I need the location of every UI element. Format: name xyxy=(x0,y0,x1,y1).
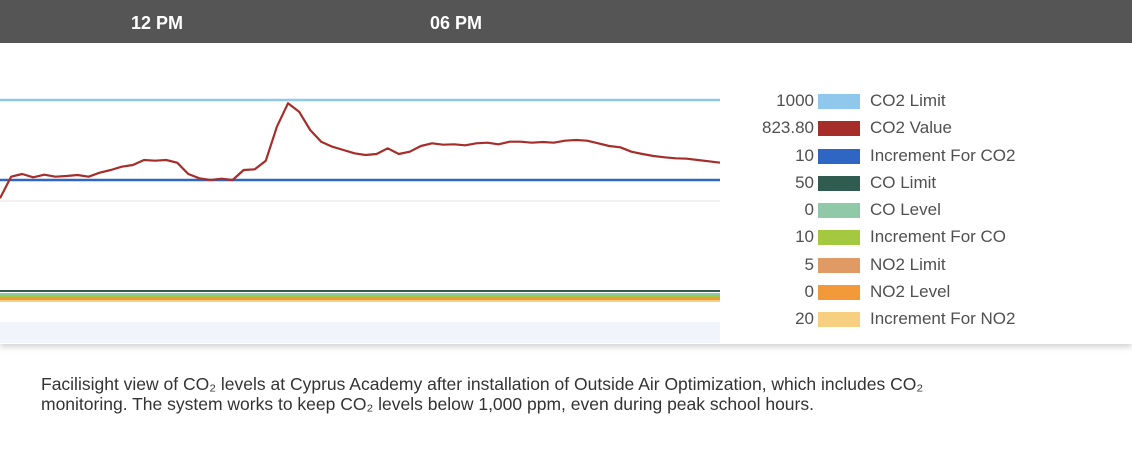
legend-item-co-limit: 50 CO Limit xyxy=(730,171,1070,198)
legend-value: 10 xyxy=(795,227,814,247)
legend-label: Increment For CO2 xyxy=(870,145,1016,165)
legend-item-increment-for-no2: 20 Increment For NO2 xyxy=(730,307,1070,334)
legend-swatch xyxy=(818,285,860,301)
legend-value: 0 xyxy=(804,282,814,302)
legend-swatch xyxy=(818,148,860,164)
legend-item-no2-limit: 5 NO2 Limit xyxy=(730,253,1070,280)
time-axis-bar: 12 PM 06 PM xyxy=(0,0,1132,43)
legend-item-no2-level: 0 NO2 Level xyxy=(730,280,1070,307)
legend-label: Increment For CO xyxy=(870,227,1007,247)
figure-caption: Facilisight view of CO₂ levels at Cyprus… xyxy=(41,374,924,414)
legend-value: 5 xyxy=(804,254,814,274)
legend-value: 823.80 xyxy=(762,118,814,138)
legend-value: 10 xyxy=(795,145,814,165)
co2-value-line xyxy=(0,102,721,199)
legend-swatch xyxy=(818,257,860,273)
time-label-06pm: 06 PM xyxy=(429,13,483,33)
legend-label: CO2 Limit xyxy=(870,91,946,110)
legend-label: CO Limit xyxy=(870,172,937,192)
legend-item-co2-value: 823.80 CO2 Value xyxy=(730,116,1070,143)
line-chart-plot xyxy=(0,98,721,343)
legend-swatch xyxy=(818,121,860,137)
legend-swatch xyxy=(818,94,860,109)
legend-item-co-level: 0 CO Level xyxy=(730,198,1070,225)
chart-legend: 1000 CO2 Limit 823.80 CO2 Value 10 Increment … xyxy=(730,89,1070,335)
legend-label: Increment For NO2 xyxy=(870,309,1016,329)
legend-value: 1000 xyxy=(776,91,814,110)
legend-item-increment-for-co: 10 Increment For CO xyxy=(730,225,1070,252)
legend-swatch xyxy=(818,175,860,191)
legend-swatch xyxy=(818,312,860,328)
legend-swatch xyxy=(818,203,860,219)
plot-bottom-band xyxy=(0,322,720,343)
legend-swatch xyxy=(818,230,860,246)
legend-value: 20 xyxy=(795,309,814,329)
legend-item-increment-for-co2: 10 Increment For CO2 xyxy=(730,144,1070,171)
legend-label: NO2 Limit xyxy=(870,254,946,274)
legend-label: CO2 Value xyxy=(870,118,952,138)
legend-label: NO2 Level xyxy=(870,282,951,302)
chart-card: 12 PM 06 PM 1000 CO2 Limit 823.80 CO2 Value… xyxy=(0,0,1132,344)
legend-label: CO Level xyxy=(870,200,941,220)
time-label-12pm: 12 PM xyxy=(130,13,184,33)
legend-item-co2-limit: 1000 CO2 Limit xyxy=(730,89,1070,116)
series-layer xyxy=(0,98,721,302)
legend-value: 0 xyxy=(804,200,814,220)
legend-value: 50 xyxy=(795,172,814,192)
